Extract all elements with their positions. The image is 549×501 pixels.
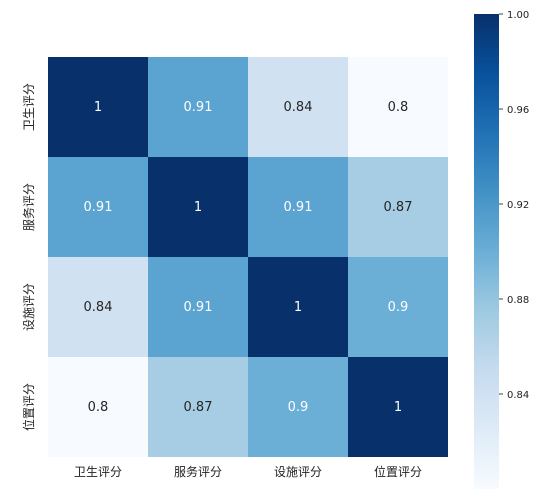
- heatmap-cell-r4-c1: [48, 357, 148, 457]
- colorbar-tick-label: 0.96: [507, 105, 529, 116]
- cell-value-label: 0.84: [284, 100, 313, 115]
- cell-value-label: 0.9: [388, 300, 409, 315]
- colorbar-gradient: [474, 14, 499, 489]
- colorbar-tick-label: 0.88: [507, 295, 529, 306]
- heatmap-cell-r2-c4: [348, 157, 448, 257]
- cell-value-label: 1: [194, 200, 202, 215]
- heatmap-cell-labels: 1 0.91 0.84 0.80.91 1 0.91 0.870.84 0.91 1 0.90.8…: [84, 100, 413, 415]
- colorbar-tick-label: 0.84: [507, 390, 529, 401]
- cell-value-label: 0.87: [384, 200, 413, 215]
- y-tick-label: 服务评分: [21, 183, 36, 231]
- cell-value-label: 1: [394, 400, 402, 415]
- cell-value-label: 0.91: [184, 100, 213, 115]
- x-axis-ticks: 卫生评分 服务评分 设施评分 位置评分: [74, 464, 422, 479]
- y-tick-label: 位置评分: [21, 383, 36, 431]
- cell-value-label: 0.9: [288, 400, 309, 415]
- cell-value-label: 0.84: [84, 300, 113, 315]
- colorbar-tick-label: 1.00: [507, 10, 529, 21]
- colorbar: 0.84 0.88 0.92 0.96 1.00: [474, 10, 529, 489]
- x-tick-label: 卫生评分: [74, 465, 122, 479]
- cell-value-label: 1: [94, 100, 102, 115]
- x-tick-label: 位置评分: [374, 464, 422, 479]
- colorbar-tick-label: 0.92: [507, 200, 529, 211]
- heatmap-cell-r3-c2: [148, 257, 248, 357]
- y-tick-label: 卫生评分: [22, 83, 36, 131]
- cell-value-label: 0.87: [184, 400, 213, 415]
- heatmap-cell-r1-c3: [248, 57, 348, 157]
- x-tick-label: 设施评分: [274, 465, 322, 479]
- heatmap-cell-r4-c4: [348, 357, 448, 457]
- heatmap-cell-r2-c2: [148, 157, 248, 257]
- cell-value-label: 1: [294, 300, 302, 315]
- y-tick-label: 设施评分: [22, 283, 36, 331]
- heatmap-cell-r2-c1: [48, 157, 148, 257]
- heatmap-cell-r1-c2: [148, 57, 248, 157]
- heatmap-cell-r1-c1: [48, 57, 148, 157]
- heatmap-cell-r4-c3: [248, 357, 348, 457]
- cell-value-label: 0.91: [184, 300, 213, 315]
- cell-value-label: 0.91: [284, 200, 313, 215]
- heatmap-cell-r4-c2: [148, 357, 248, 457]
- cell-value-label: 0.8: [388, 100, 409, 115]
- heatmap-cell-r3-c3: [248, 257, 348, 357]
- cell-value-label: 0.91: [84, 200, 113, 215]
- heatmap-cell-r2-c3: [248, 157, 348, 257]
- heatmap-cell-r1-c4: [348, 57, 448, 157]
- colorbar-ticks: 0.84 0.88 0.92 0.96 1.00: [499, 10, 529, 401]
- heatmap-cell-r3-c1: [48, 257, 148, 357]
- heatmap-cell-r3-c4: [348, 257, 448, 357]
- heatmap-cells: [48, 57, 448, 457]
- cell-value-label: 0.8: [88, 400, 109, 415]
- x-tick-label: 服务评分: [174, 464, 222, 479]
